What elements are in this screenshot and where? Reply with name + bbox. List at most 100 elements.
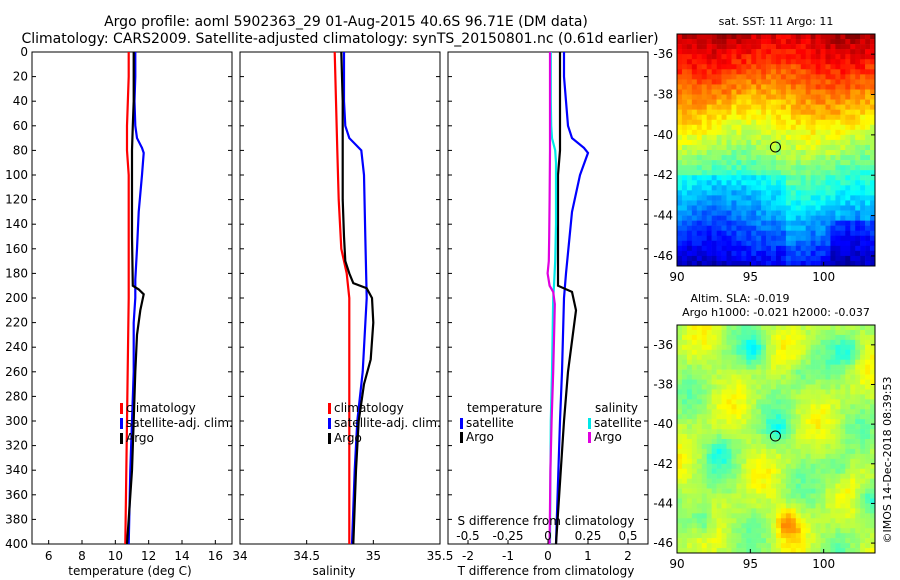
sla-cell [795,473,802,479]
sst-cell [805,180,811,186]
sla-cell [711,359,717,365]
sst-cell [860,255,866,262]
sla-cell [677,424,683,430]
sla-cell [721,344,727,351]
sst-cell [800,240,806,247]
sst-cell [691,89,698,95]
sst-cell [677,255,683,262]
sst-cell [795,129,802,136]
sst-cell [790,235,797,242]
sla-cell [706,369,712,375]
sla-cell [835,468,841,474]
sla-cell [850,488,856,494]
sst-cell [865,54,871,60]
sst-cell [855,185,861,191]
sst-cell [726,64,732,70]
sla-cell [751,533,757,539]
sla-cell [785,399,792,405]
sst-cell [800,150,806,156]
sla-cell [795,548,802,554]
sla-cell [736,429,742,435]
sla-cell [711,414,717,420]
sst-cell [815,49,821,55]
sst-cell [860,49,866,55]
sst-cell [845,84,851,90]
sst-cell [776,245,782,252]
sla-cell [790,493,797,499]
sst-cell [726,104,732,110]
sst-cell [741,94,747,100]
sst-cell [736,215,742,221]
sst-cell [701,225,707,231]
sla-cell [820,325,826,331]
sst-cell [701,64,707,70]
sst-cell [761,129,767,136]
sst-cell [815,84,821,90]
sla-cell [766,468,772,474]
sla-cell [696,329,703,336]
sla-cell [780,463,787,470]
sla-cell [810,473,816,479]
sst-cell [795,134,802,141]
sst-cell [820,144,826,151]
sla-cell [795,483,802,489]
sla-cell [741,394,747,400]
sst-cell [776,235,782,242]
sst-cell [726,44,732,50]
sst-cell [711,235,717,242]
sst-cell [721,250,727,257]
sla-cell [771,384,777,390]
sla-cell [691,493,698,499]
sst-cell [860,240,866,247]
sla-cell [790,349,797,356]
sla-cell [771,468,777,474]
sla-cell [795,538,802,544]
sst-cell [696,104,703,110]
sla-cell [721,488,727,494]
sla-cell [696,384,703,390]
sla-cell [686,384,693,390]
sst-cell [761,94,767,100]
sst-cell [686,205,693,211]
sla-cell [696,503,703,509]
sla-cell [721,463,727,470]
sla-cell [731,394,737,400]
sla-cell [805,389,811,395]
sst-cell [835,49,841,55]
sst-cell [751,84,757,90]
sst-cell [830,94,836,100]
sla-cell [860,533,866,539]
sla-cell [677,354,683,360]
sla-cell [711,473,717,479]
sla-cell [865,513,871,519]
sla-cell [701,424,707,430]
sla-cell [780,414,787,420]
sla-cell [741,513,747,519]
sst-cell [776,89,782,95]
sla-cell [785,384,792,390]
sst-cell [870,124,876,131]
sst-cell [766,230,772,237]
sst-cell [840,225,846,231]
sst-cell [820,54,826,60]
sst-cell [865,89,871,95]
sst-cell [701,144,707,151]
sla-cell [677,443,683,450]
sla-cell [731,429,737,435]
sst-cell [860,99,866,105]
sst-cell [860,64,866,70]
sst-cell [716,210,722,216]
sla-cell [771,339,777,346]
sla-cell [761,404,767,410]
sla-cell [795,478,802,484]
sla-cell [706,453,712,460]
sst-cell [780,160,787,166]
depth-tick-label: 60 [13,119,28,133]
sst-cell [780,39,787,45]
sst-cell [865,124,871,131]
sla-cell [756,448,762,455]
sst-cell [820,119,826,126]
sla-cell [855,384,861,390]
sst-cell [681,104,688,110]
sla-cell [701,453,707,460]
